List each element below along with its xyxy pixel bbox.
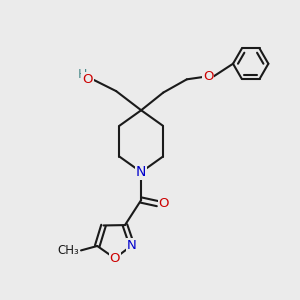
Text: H: H bbox=[78, 68, 87, 80]
Text: O: O bbox=[203, 70, 213, 83]
Text: O: O bbox=[159, 197, 169, 210]
Text: N: N bbox=[127, 239, 137, 252]
Text: N: N bbox=[136, 165, 146, 179]
Text: O: O bbox=[82, 73, 93, 86]
Text: CH₃: CH₃ bbox=[58, 244, 80, 257]
Text: O: O bbox=[110, 252, 120, 265]
